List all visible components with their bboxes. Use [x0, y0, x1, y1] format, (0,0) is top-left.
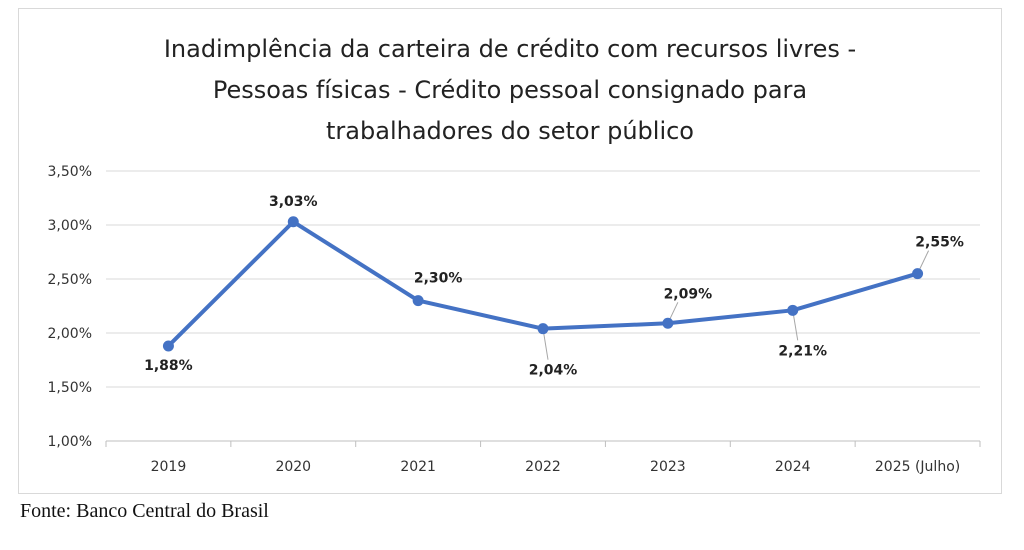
chart-title-line-3: trabalhadores do setor público [326, 117, 694, 145]
chart-title-line-2: Pessoas físicas - Crédito pessoal consig… [212, 76, 808, 104]
data-point [287, 216, 299, 228]
source-note: Fonte: Banco Central do Brasil [20, 500, 269, 522]
data-label: 2,21% [778, 343, 827, 359]
y-tick-label: 2,50% [48, 272, 92, 288]
data-point [662, 317, 674, 329]
x-tick-label: 2025 (Julho) [875, 459, 960, 475]
data-label: 3,03% [269, 194, 318, 210]
y-tick-label: 3,50% [48, 164, 92, 180]
data-point [787, 304, 799, 316]
x-tick-label: 2020 [275, 459, 311, 475]
data-point [537, 323, 549, 335]
x-tick-label: 2022 [525, 459, 561, 475]
data-label: 2,04% [529, 363, 578, 379]
y-tick-label: 3,00% [48, 218, 92, 234]
x-tick-label: 2024 [775, 459, 811, 475]
y-tick-label: 1,00% [48, 434, 92, 450]
chart-title-line-1: Inadimplência da carteira de crédito com… [163, 35, 857, 63]
y-tick-label: 1,50% [48, 380, 92, 396]
data-label: 2,30% [414, 271, 463, 287]
chart-frame: Inadimplência da carteira de crédito com… [18, 8, 1002, 494]
data-point [912, 268, 924, 280]
data-point [162, 340, 174, 352]
data-label: 1,88% [144, 358, 193, 374]
data-label: 2,55% [915, 235, 964, 251]
x-tick-label: 2023 [650, 459, 686, 475]
chart-title: Inadimplência da carteira de crédito com… [19, 29, 1001, 152]
y-tick-label: 2,00% [48, 326, 92, 342]
data-label: 2,09% [664, 286, 713, 302]
x-tick-label: 2021 [400, 459, 436, 475]
data-point [412, 295, 424, 307]
line-chart: 1,00% 1,50% 2,00% 2,50% 3,00% 3,50% 2019 2020 20… [48, 164, 981, 475]
x-tick-label: 2019 [151, 459, 187, 475]
